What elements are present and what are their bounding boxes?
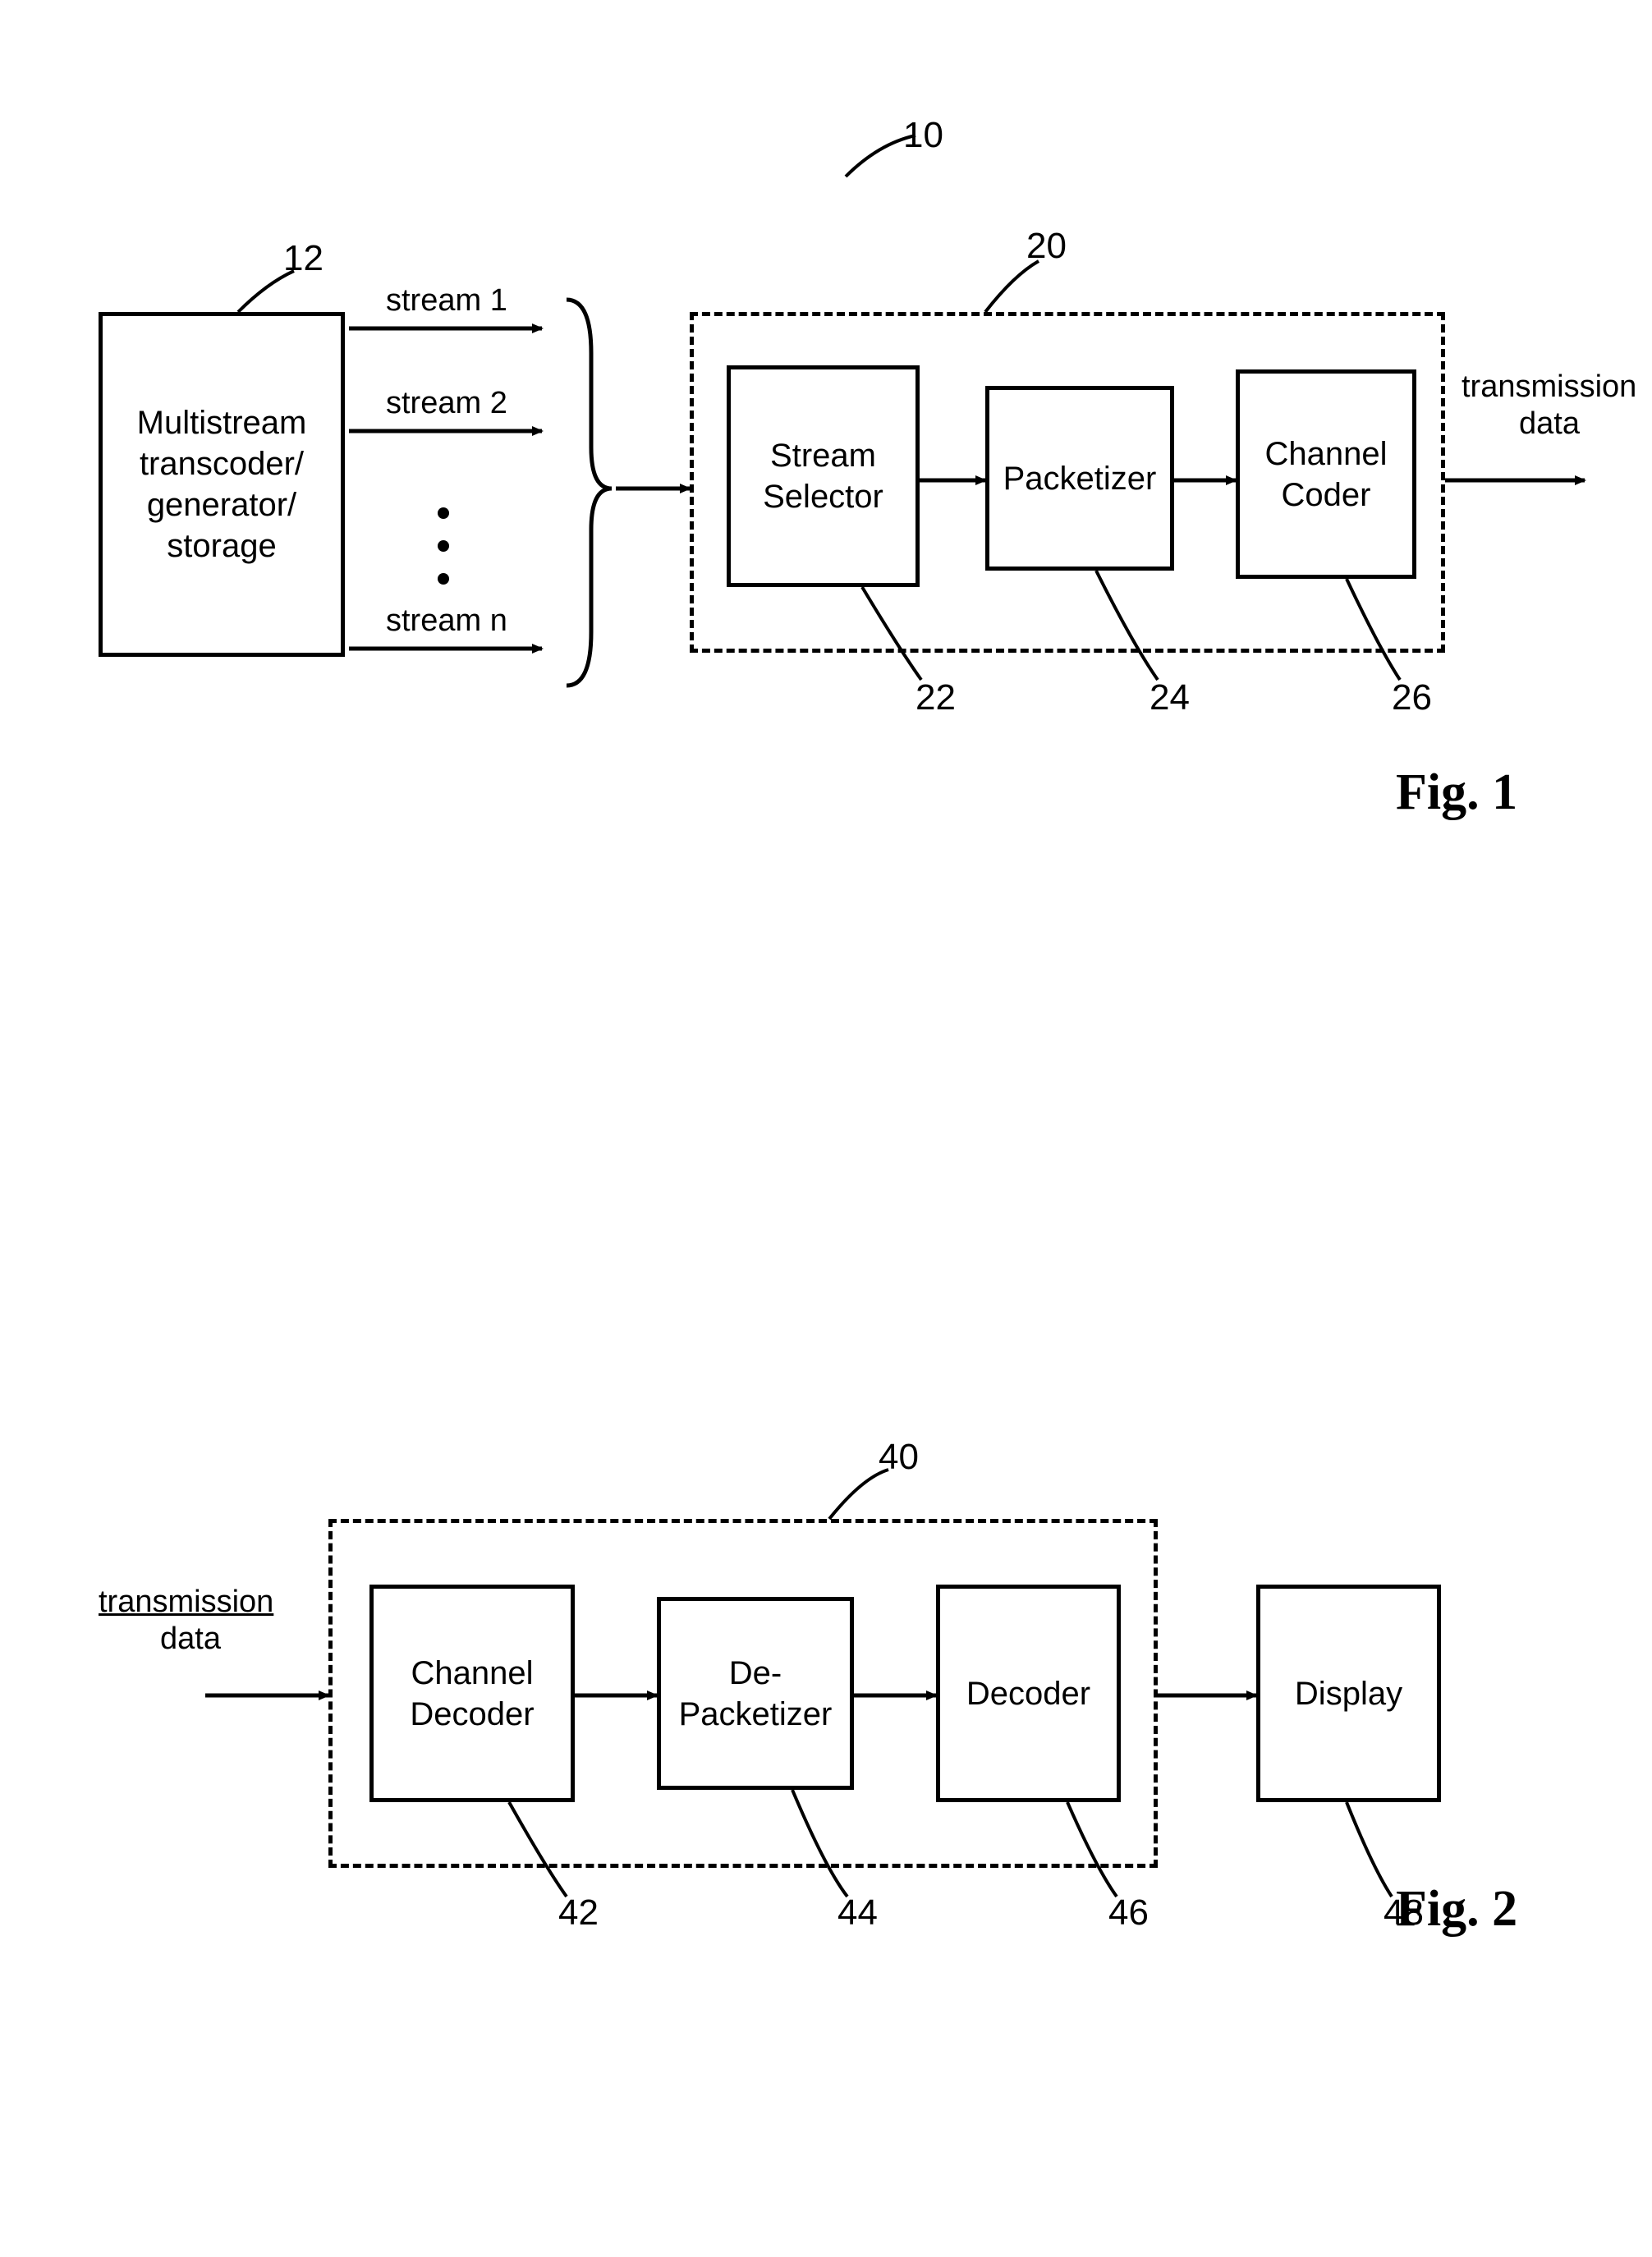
fig1-ref-20: 20	[1026, 226, 1067, 267]
fig1-packetizer: Packetizer	[985, 386, 1174, 571]
fig1-channel-coder: Channel Coder	[1236, 369, 1416, 579]
fig2-chdec-text: Channel Decoder	[410, 1653, 534, 1735]
fig2-display-text: Display	[1295, 1673, 1402, 1714]
fig1-ref-22: 22	[915, 677, 956, 718]
fig2-ref-44: 44	[837, 1892, 878, 1934]
page: Multistream transcoder/ generator/ stora…	[0, 0, 1652, 2257]
fig2-depkt-text: De- Packetizer	[679, 1653, 833, 1735]
fig1-output-label1: transmission	[1462, 369, 1636, 405]
fig1-selector-text: Stream Selector	[763, 435, 883, 517]
fig2-ref-40: 40	[879, 1437, 919, 1478]
fig2-display: Display	[1256, 1585, 1441, 1802]
fig1-source-block: Multistream transcoder/ generator/ stora…	[99, 312, 345, 657]
fig1-output-label2: data	[1519, 406, 1580, 442]
fig1-ref-26: 26	[1392, 677, 1432, 718]
fig1-stream2-label: stream 2	[386, 386, 507, 421]
fig2-ref-42: 42	[558, 1892, 599, 1934]
fig1-ref-10: 10	[903, 115, 943, 156]
fig2-input-label2: data	[160, 1622, 221, 1657]
fig2-decoder: Decoder	[936, 1585, 1121, 1802]
fig1-coder-text: Channel Coder	[1264, 434, 1387, 516]
fig1-caption: Fig. 1	[1396, 764, 1517, 822]
fig1-source-text: Multistream transcoder/ generator/ stora…	[137, 402, 307, 567]
fig1-packetizer-text: Packetizer	[1003, 458, 1157, 499]
fig1-stream-selector: Stream Selector	[727, 365, 920, 587]
fig1-streamn-label: stream n	[386, 603, 507, 639]
fig1-ref-24: 24	[1150, 677, 1190, 718]
fig2-caption: Fig. 2	[1396, 1880, 1517, 1938]
fig2-dec-text: Decoder	[966, 1673, 1090, 1714]
fig2-depacketizer: De- Packetizer	[657, 1597, 854, 1790]
fig1-stream1-label: stream 1	[386, 283, 507, 319]
fig2-channel-decoder: Channel Decoder	[369, 1585, 575, 1802]
fig2-input-label1: transmission	[99, 1585, 273, 1620]
fig2-ref-46: 46	[1108, 1892, 1149, 1934]
fig1-ref-12: 12	[283, 238, 324, 279]
